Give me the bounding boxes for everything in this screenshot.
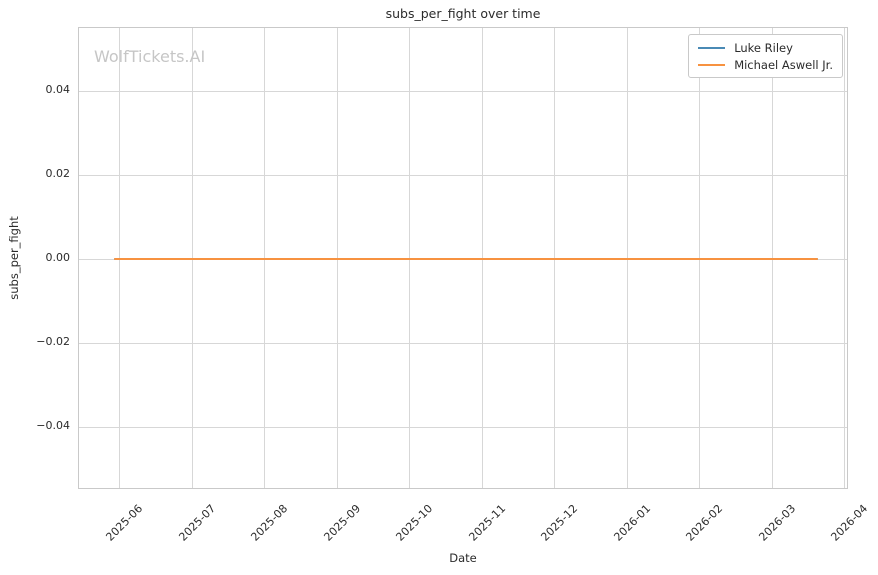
chart-title: subs_per_fight over time: [385, 6, 541, 21]
y-tick-label: −0.04: [36, 419, 70, 432]
x-tick-label: 2026-02: [683, 502, 726, 544]
plot-area: WolfTickets.AI Luke Riley Michael Aswell…: [78, 27, 848, 489]
legend-swatch-luke-riley: [698, 46, 726, 49]
x-axis-title: Date: [449, 551, 477, 565]
x-tick-label: 2026-03: [755, 502, 798, 544]
y-tick-label: 0.02: [45, 167, 71, 180]
x-tick-label: 2026-04: [828, 502, 871, 544]
x-tick-label: 2025-08: [248, 502, 291, 544]
x-tick-label: 2025-10: [393, 502, 436, 544]
y-axis-tick-labels: 0.04 0.02 0.00 −0.02 −0.04: [0, 27, 72, 489]
y-axis-title: subs_per_fight: [7, 216, 21, 300]
gridline-horizontal: [79, 91, 847, 92]
watermark: WolfTickets.AI: [94, 47, 206, 66]
y-tick-label: 0.04: [45, 83, 71, 96]
legend: Luke Riley Michael Aswell Jr.: [688, 34, 843, 78]
x-tick-label: 2025-07: [175, 502, 218, 544]
legend-swatch-michael-aswell-jr: [698, 63, 726, 66]
y-tick-label: 0.00: [45, 251, 71, 264]
x-tick-label: 2026-01: [610, 502, 653, 544]
gridline-vertical: [844, 28, 845, 488]
legend-item-luke-riley: Luke Riley: [698, 39, 833, 56]
gridline-horizontal: [79, 175, 847, 176]
legend-item-michael-aswell-jr: Michael Aswell Jr.: [698, 56, 833, 73]
y-tick-label: −0.02: [36, 335, 70, 348]
legend-label-michael-aswell-jr: Michael Aswell Jr.: [734, 57, 833, 72]
x-tick-label: 2025-12: [538, 502, 581, 544]
gridline-horizontal: [79, 427, 847, 428]
x-tick-label: 2025-06: [103, 502, 146, 544]
x-tick-label: 2025-09: [320, 502, 363, 544]
gridline-horizontal: [79, 343, 847, 344]
series-line-michael-aswell-jr-: [114, 258, 818, 260]
legend-label-luke-riley: Luke Riley: [734, 40, 793, 55]
x-tick-label: 2025-11: [465, 502, 508, 544]
